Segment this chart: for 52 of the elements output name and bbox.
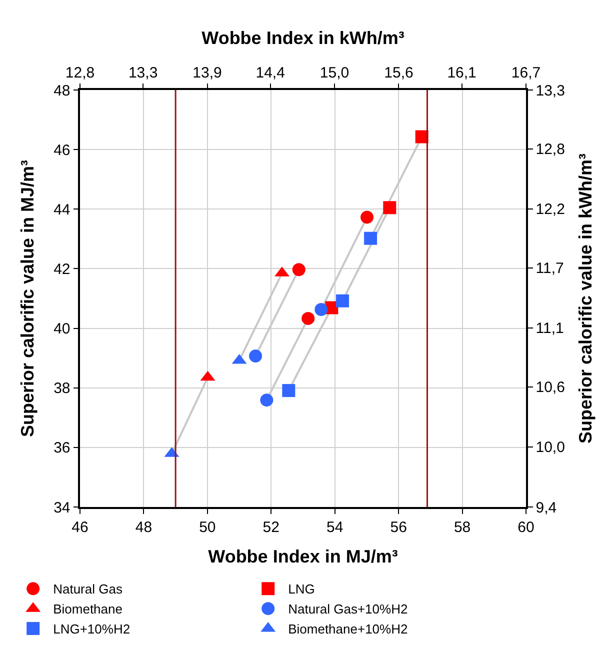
legend-label: Biomethane+10%H2: [288, 622, 408, 637]
y2-tick-label: 10,0: [536, 439, 565, 456]
x-tick-label: 58: [454, 518, 471, 536]
legend-label: Biomethane: [53, 602, 122, 617]
y-tick-label: 38: [54, 380, 70, 398]
y2-axis-title: Superior calorific value in kWh/m³: [576, 153, 596, 444]
y-tick-label: 34: [54, 499, 70, 516]
y2-tick-label: 12,8: [536, 141, 565, 158]
legend-label: LNG: [288, 582, 315, 597]
x-tick-label: 60: [518, 518, 534, 536]
y-tick-label: 40: [54, 320, 70, 338]
x-tick-label: 56: [390, 518, 407, 536]
y-tick-label: 36: [54, 440, 70, 457]
y-tick-label: 44: [54, 201, 70, 218]
legend-label: Natural Gas: [53, 582, 123, 597]
x-tick-label: 48: [135, 518, 152, 536]
point: [249, 349, 262, 362]
y2-tick-label: 11,1: [536, 320, 564, 338]
y-axis-title: Superior calorific value in MJ/m³: [17, 160, 38, 438]
point: [360, 210, 374, 224]
point: [292, 263, 306, 276]
x2-tick-label: 16,1: [447, 64, 476, 82]
y2-tick-label: 11,7: [536, 260, 564, 278]
x2-tick-label: 13,9: [192, 64, 222, 82]
y-tick-label: 42: [54, 260, 70, 278]
legend-label: Natural Gas+10%H2: [288, 602, 408, 617]
point: [314, 303, 328, 316]
x-tick-label: 54: [326, 518, 344, 536]
point: [336, 294, 349, 308]
y2-tick-label: 13,3: [536, 82, 565, 100]
x2-tick-label: 13,3: [128, 64, 158, 82]
y2-tick-label: 10,6: [536, 379, 565, 396]
point: [364, 232, 378, 245]
x2-tick-label: 15,0: [320, 64, 350, 82]
y2-tick-label: 9,4: [536, 499, 557, 516]
point: [260, 394, 274, 407]
x2-axis-title: Wobbe Index in kWh/m³: [202, 28, 404, 48]
x2-tick-label: 15,6: [384, 64, 414, 82]
y2-tick-label: 12,2: [536, 201, 565, 218]
legend-label: LNG+10%H2: [53, 622, 130, 637]
y-tick-label: 46: [54, 142, 70, 159]
point: [383, 201, 396, 214]
x2-tick-label: 12,8: [65, 64, 95, 82]
point: [302, 312, 315, 325]
point: [282, 384, 296, 398]
x-tick-label: 46: [72, 518, 88, 536]
x-tick-label: 50: [199, 518, 216, 536]
x2-tick-label: 16,7: [511, 64, 541, 82]
x-axis-title: Wobbe Index in MJ/m³: [208, 546, 398, 566]
y-tick-label: 48: [54, 82, 70, 100]
x2-tick-label: 14,4: [256, 64, 285, 82]
x-tick-label: 52: [262, 518, 280, 536]
